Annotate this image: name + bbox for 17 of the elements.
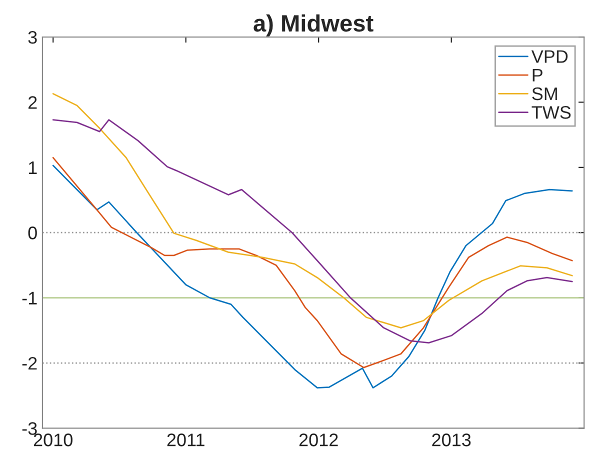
x-tick-label: 2012 [299,434,338,446]
y-tick-label: -3 [22,422,37,435]
chart-title: a) Midwest [254,14,374,36]
y-tick-label: 1 [28,162,37,174]
x-tick-label: 2013 [432,434,471,446]
y-tick-label: 0 [28,226,37,240]
y-tick-label: -1 [22,292,37,304]
legend-label: VPD [531,50,568,63]
legend-label: TWS [532,106,571,119]
y-tick-label: 2 [28,96,37,109]
line-series [52,119,573,344]
y-tick-label: 3 [28,30,37,44]
x-tick-label: 2011 [167,434,204,446]
y-tick-label: -2 [22,356,37,370]
x-tick-label: 2010 [34,434,72,446]
legend-label: P [532,68,542,82]
legend-label: SM [532,87,557,100]
